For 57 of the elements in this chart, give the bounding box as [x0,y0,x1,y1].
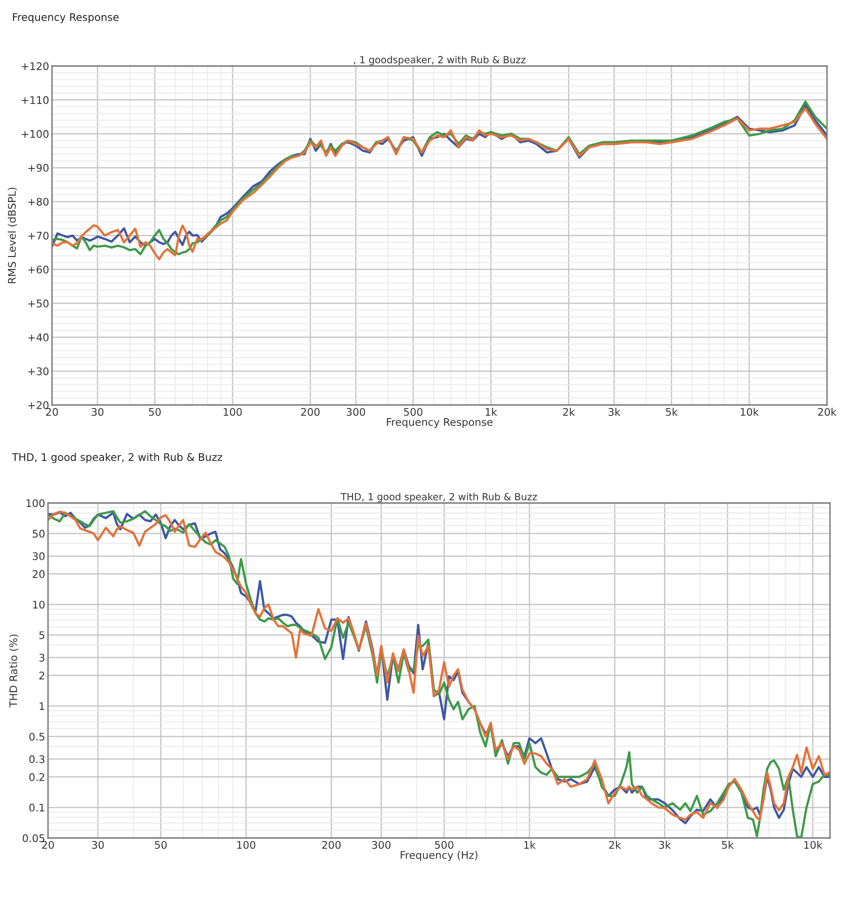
y-tick-label: +30 [28,367,49,376]
x-tick-label: 1k [486,408,498,416]
x-tick-label: 3k [608,408,620,416]
y-axis-title: THD Ratio (%) [9,634,18,708]
y-tick-label: 0.5 [29,732,44,741]
y-tick-label: 3 [39,654,44,662]
x-tick-label: 1k [524,840,536,849]
chart-title: Frequency Response [13,13,119,24]
x-tick-label: 100 [237,840,256,849]
x-tick-label: 3k [659,840,671,849]
y-tick-label: +100 [22,130,49,138]
x-tick-label: 30 [92,408,104,416]
y-tick-label: 2 [39,672,44,680]
y-tick-label: +20 [28,401,49,410]
y-axis-title: RMS Level (dBSPL) [8,188,18,284]
y-tick-label: 10 [33,600,45,609]
y-tick-label: 0.2 [29,773,44,782]
x-tick-label: 200 [301,408,320,416]
y-tick-label: 20 [32,570,45,578]
x-tick-label: 2k [563,408,575,416]
x-tick-label: 100 [224,408,242,416]
x-tick-label: 50 [154,840,167,849]
y-tick-label: 0.05 [22,834,44,842]
y-tick-label: 5 [39,631,44,640]
y-tick-label: +120 [22,62,49,70]
y-tick-label: 50 [32,530,45,538]
x-tick-label: 10k [804,840,822,849]
x-tick-label: 2k [609,840,622,849]
chart-subtitle: , 1 goodspeaker, 2 with Rub & Buzz [354,56,526,66]
y-tick-label: +40 [28,333,49,342]
x-tick-label: 500 [434,840,454,849]
y-tick-label: 1 [40,702,44,710]
x-tick-label: 50 [148,408,161,416]
x-tick-label: 200 [322,840,341,849]
x-tick-label: 20 [46,408,58,416]
x-axis-title: Frequency (Hz) [400,850,478,861]
x-axis-title: Frequency Response [386,418,493,428]
y-tick-label: 100 [26,499,45,508]
y-tick-label: +50 [28,300,49,308]
y-tick-label: +80 [28,198,49,206]
y-tick-label: +60 [28,266,49,274]
x-tick-label: 500 [404,408,422,416]
x-tick-label: 5k [722,840,734,849]
x-tick-label: 5k [666,408,678,416]
chart-subtitle: THD, 1 good speaker, 2 with Rub & Buzz [340,492,537,502]
x-tick-label: 30 [92,840,104,849]
y-tick-label: 0.3 [29,755,44,764]
chart-title: THD, 1 good speaker, 2 with Rub & Buzz [12,452,222,464]
x-tick-label: 10k [740,408,759,416]
y-tick-label: +90 [28,164,49,172]
y-tick-label: +70 [28,232,49,240]
x-tick-label: 300 [372,840,391,849]
y-tick-label: 30 [32,552,45,560]
y-tick-label: +110 [22,96,49,104]
y-tick-label: 0.1 [29,804,44,812]
x-tick-label: 20k [818,408,837,416]
x-tick-label: 300 [346,408,366,416]
